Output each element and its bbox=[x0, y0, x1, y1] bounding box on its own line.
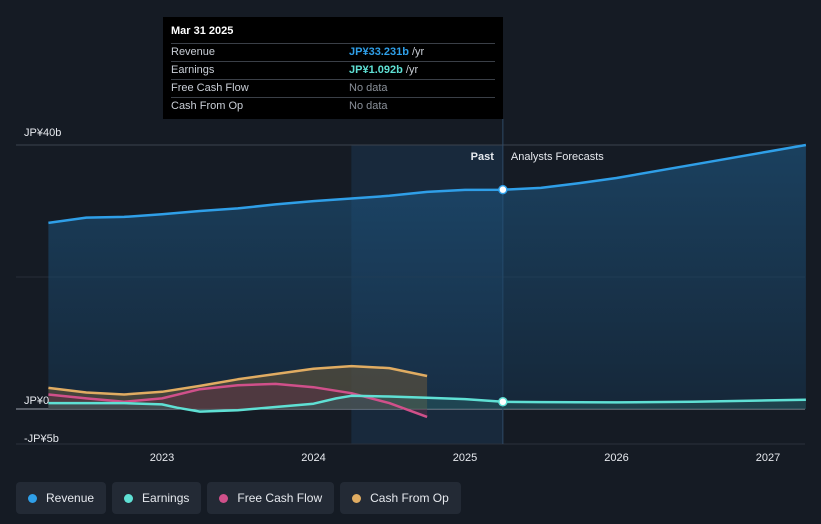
earnings-highlight-point bbox=[498, 397, 508, 407]
y-label-zero: JP¥0 bbox=[24, 395, 49, 407]
tooltip-row-revenue: Revenue JP¥33.231b /yr bbox=[171, 43, 495, 61]
x-tick-2026: 2026 bbox=[604, 452, 628, 464]
past-label: Past bbox=[471, 151, 495, 163]
tooltip-row-label: Cash From Op bbox=[171, 100, 244, 112]
legend-label: Cash From Op bbox=[370, 491, 449, 505]
revenue-line bbox=[48, 143, 807, 225]
legend-label: Revenue bbox=[46, 491, 95, 505]
tooltip-row-label: Earnings bbox=[171, 64, 215, 76]
revenue-earnings-chart: JP¥40b JP¥0 -JP¥5b 2023 2024 2025 2026 2027 Past… bbox=[16, 119, 807, 464]
tooltip-row-earnings: Earnings JP¥1.092b /yr bbox=[171, 61, 495, 79]
cash-from-op-line bbox=[48, 364, 428, 396]
legend-item-earnings[interactable]: Earnings bbox=[112, 482, 202, 514]
x-tick-2023: 2023 bbox=[150, 452, 174, 464]
legend: Revenue Earnings Free Cash Flow Cash From O… bbox=[16, 482, 461, 514]
tooltip-value-number: JP¥1.092b bbox=[349, 64, 403, 76]
tooltip-row-value: JP¥33.231b /yr bbox=[349, 44, 424, 61]
legend-label: Earnings bbox=[142, 491, 190, 505]
revenue-area bbox=[48, 145, 806, 409]
legend-dot-icon bbox=[124, 493, 134, 503]
y-label-top: JP¥40b bbox=[24, 127, 61, 139]
tooltip-value-number: No data bbox=[349, 100, 388, 112]
x-tick-2025: 2025 bbox=[453, 452, 477, 464]
x-tick-2027: 2027 bbox=[756, 452, 780, 464]
legend-dot-icon bbox=[352, 493, 362, 503]
tooltip: Mar 31 2025 Revenue JP¥33.231b /yr Earning… bbox=[163, 17, 503, 119]
tooltip-row-label: Revenue bbox=[171, 46, 216, 58]
tooltip-value-number: JP¥33.231b bbox=[349, 46, 409, 58]
tooltip-row-value: JP¥1.092b /yr bbox=[349, 62, 418, 79]
tooltip-row-cash-from-op: Cash From Op No data bbox=[171, 97, 495, 115]
tooltip-row-label: Free Cash Flow bbox=[171, 82, 249, 94]
revenue-highlight-point bbox=[498, 184, 508, 195]
forecast-label: Analysts Forecasts bbox=[511, 151, 604, 163]
tooltip-value-unit: /yr bbox=[402, 64, 419, 76]
free-cash-flow-area bbox=[48, 383, 428, 417]
legend-item-free-cash-flow[interactable]: Free Cash Flow bbox=[207, 482, 335, 514]
legend-label: Free Cash Flow bbox=[237, 491, 323, 505]
tooltip-row-value: No data bbox=[349, 98, 388, 115]
tooltip-row-value: No data bbox=[349, 80, 388, 97]
earnings-area bbox=[48, 395, 806, 412]
tooltip-value-unit: /yr bbox=[408, 46, 425, 58]
earnings-line bbox=[48, 394, 806, 413]
legend-item-revenue[interactable]: Revenue bbox=[16, 482, 107, 514]
legend-dot-icon bbox=[28, 493, 37, 503]
tooltip-row-free-cash-flow: Free Cash Flow No data bbox=[171, 79, 495, 97]
legend-item-cash-from-op[interactable]: Cash From Op bbox=[340, 482, 461, 514]
y-label-bottom: -JP¥5b bbox=[24, 433, 59, 445]
tooltip-date: Mar 31 2025 bbox=[171, 25, 234, 37]
legend-dot-icon bbox=[219, 493, 229, 503]
tooltip-value-number: No data bbox=[349, 82, 388, 94]
x-tick-2024: 2024 bbox=[301, 452, 325, 464]
